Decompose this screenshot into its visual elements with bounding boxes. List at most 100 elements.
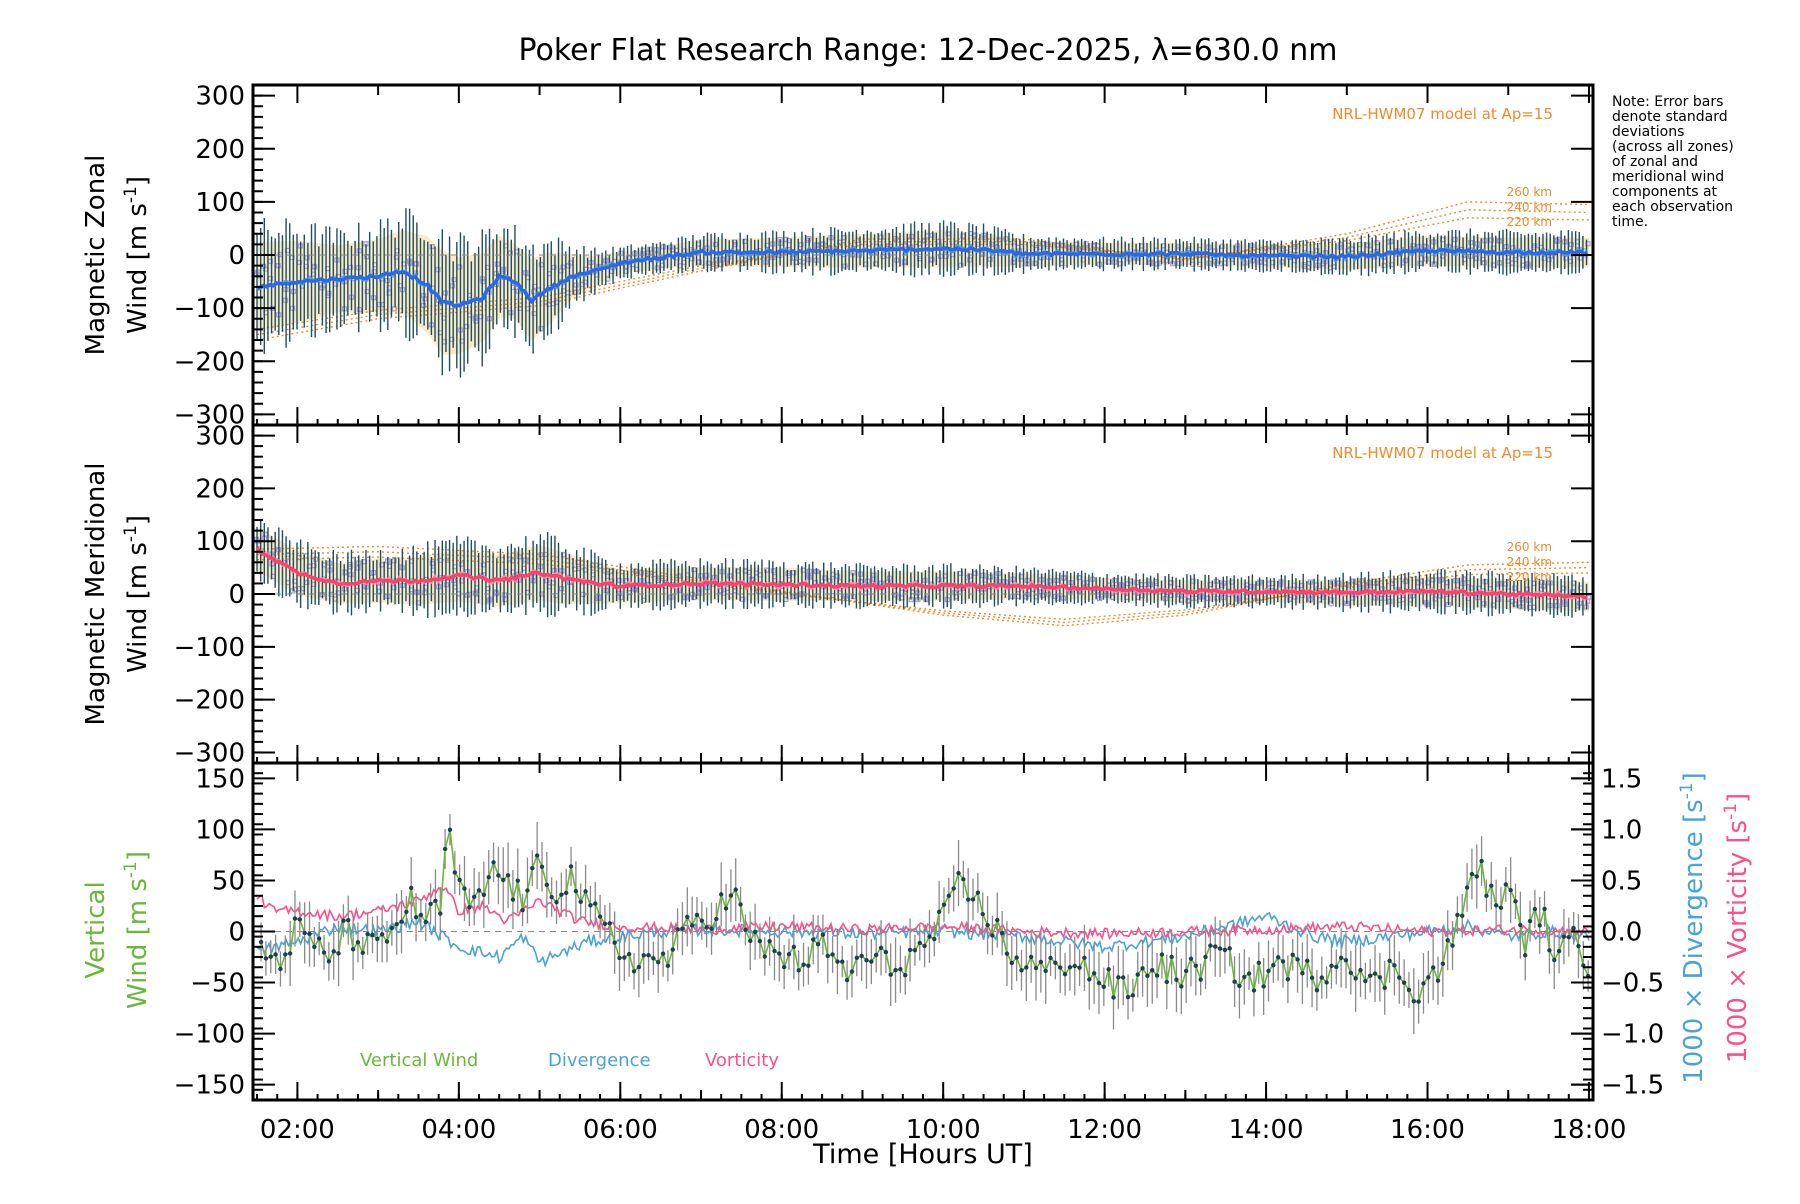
vertical-wind-point [1300, 971, 1305, 976]
meridional-zone-point [1328, 597, 1335, 603]
vertical-wind-point [859, 953, 864, 959]
vertical-wind-point [1213, 944, 1218, 949]
vertical-wind-point [1208, 943, 1213, 948]
vertical-wind-point [297, 917, 303, 922]
vertical-wind-point [447, 827, 453, 832]
vertical-wind-point [1067, 965, 1073, 970]
vertical-wind-point [316, 936, 322, 941]
meridional-ylabel-unit: Wind [m s [123, 542, 153, 673]
vertical-wind-point [626, 951, 632, 957]
meridional-ylabel-bracket: ] [123, 515, 153, 525]
vertical-wind-point [428, 901, 433, 907]
vertical-wind-point [835, 959, 840, 964]
vertical-wind-point [1576, 943, 1581, 949]
zonal-zone-point [1154, 261, 1160, 267]
vertical-wind-point [622, 955, 627, 960]
vertical-wind-point [1479, 858, 1484, 864]
vertical-ytick-label: −100 [174, 1020, 245, 1050]
x-axis-label: Time [Hours UT] [812, 1139, 1033, 1170]
vertical-wind-point [1324, 980, 1329, 985]
vertical-wind-point [583, 889, 588, 894]
vertical-wind-point [1513, 899, 1518, 904]
vertical-wind-point [573, 888, 579, 894]
vertical-wind-point [1382, 985, 1387, 991]
vertical-wind-point [1082, 955, 1087, 961]
vertical-wind-point [781, 964, 787, 970]
vertical-wind-point [961, 877, 966, 882]
vertical-wind-point [365, 931, 370, 937]
vertical-wind-point [1368, 973, 1373, 978]
vertical-wind-point [699, 918, 705, 923]
zonal-zone-point [348, 264, 354, 271]
vertical-wind-point [743, 927, 748, 933]
vertical-wind-point [1028, 954, 1034, 960]
vertical-wind-point [1426, 975, 1431, 980]
zonal-ylabel-line2: Wind [m s-1] [121, 176, 153, 334]
vertical-wind-point [501, 877, 506, 883]
vertical-wind-point [970, 897, 976, 902]
meridional-zone-point [1286, 596, 1293, 602]
zonal-ylabel: Magnetic Zonal Wind [m s-1] [81, 155, 153, 356]
vertical-wind-point [951, 886, 956, 891]
zonal-zone-point [1314, 248, 1320, 254]
zonal-zone-point [980, 251, 986, 257]
vertical-wind-point [990, 933, 995, 938]
zonal-ytick-label: 0 [228, 241, 245, 271]
vertical-wind-point [801, 962, 806, 967]
divergence-ylabel-exp: -1 [1677, 782, 1697, 799]
zonal-zone-point [885, 253, 891, 259]
vertical-wind-point [1571, 926, 1576, 931]
zonal-zone-point [1147, 260, 1153, 266]
vertical-wind-point [389, 925, 395, 931]
vertical-wind-point [1130, 993, 1136, 998]
vertical-wind-point [1014, 955, 1019, 960]
vertical-wind-point [1009, 960, 1014, 966]
vertical-wind-point [278, 966, 283, 972]
vertical-wind-point [1343, 958, 1349, 963]
zonal-wind-line [256, 245, 1588, 308]
vertical-wind-point [1169, 954, 1174, 960]
zonal-model-label: NRL-HWM07 model at Ap=15 [1332, 105, 1553, 123]
vertical-wind-point [1150, 967, 1155, 973]
zonal-zone-point [304, 255, 310, 261]
zonal-zone-point [696, 259, 702, 265]
vertical-wind-point [375, 936, 380, 942]
vertical-wind-point [268, 954, 273, 959]
vertical-wind-point [704, 925, 709, 930]
vertical-wind-point [936, 909, 942, 915]
vorticity-ylabel-text: 1000 × Vorticity [s-1] [1721, 793, 1753, 1063]
vertical-wind-point [413, 915, 419, 920]
vertical-wind-point [830, 952, 835, 957]
meridional-ytick-label: 100 [195, 527, 245, 557]
vertical-xtick-label: 02:00 [260, 1115, 335, 1145]
vertical-wind-point [336, 951, 341, 956]
note-line-3: deviations [1612, 124, 1684, 140]
meridional-zone-point [821, 575, 828, 581]
vertical-wind-point [1251, 988, 1257, 993]
vertical-wind-point [1295, 957, 1300, 962]
vertical-wind-point [1072, 963, 1077, 969]
meridional-ytick-label: 300 [195, 422, 245, 452]
vertical-wind-point [1474, 874, 1479, 879]
divergence-line [256, 911, 1590, 969]
vertical-wind-point [932, 936, 937, 942]
zonal-zone-point [878, 234, 884, 240]
vertical-wind-point [1256, 960, 1262, 966]
vertical-wind-point [1179, 984, 1184, 989]
vertical-wind-point [350, 947, 356, 952]
vorticity-ylabel: 1000 × Vorticity [s-1] [1721, 793, 1753, 1063]
vertical-wind-point [631, 969, 637, 974]
meridional-hwm-curve-260km [256, 545, 1590, 627]
vertical-wind-point [975, 890, 981, 895]
vertical-xtick-label: 10:00 [906, 1115, 981, 1145]
vertical-wind-point [1552, 957, 1557, 963]
vertical-wind-point [525, 888, 530, 893]
divergence-ylabel-bracket: ] [1679, 772, 1709, 782]
meridional-hwm-label-240: 240 km [1507, 555, 1552, 569]
vertical-wind-point [1363, 978, 1368, 984]
zonal-ylabel-line1: Magnetic Zonal [81, 155, 111, 356]
zonal-ylabel-exp: -1 [121, 186, 141, 203]
vertical-wind-point [404, 909, 409, 915]
vertical-wind-point [1125, 994, 1131, 1000]
